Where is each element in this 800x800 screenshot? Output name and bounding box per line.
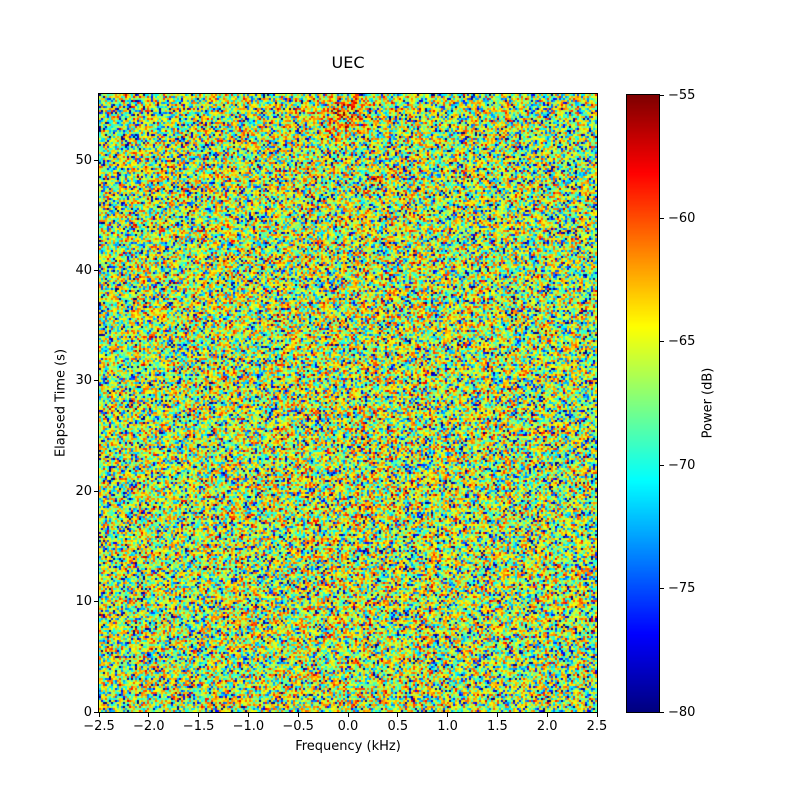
y-tick-mark: [94, 159, 98, 161]
y-tick-mark: [94, 380, 98, 382]
colorbar-tick-mark: [660, 217, 664, 219]
colorbar-canvas: [627, 95, 659, 712]
y-tick-mark: [94, 601, 98, 603]
x-tick-label: −1.5: [182, 719, 215, 734]
y-tick-label: 40: [75, 263, 92, 279]
colorbar-label: Power (dB): [700, 367, 716, 439]
colorbar: [626, 94, 660, 713]
x-tick-mark: [397, 713, 399, 717]
y-tick-mark: [94, 270, 98, 272]
x-tick-label: 1.5: [487, 719, 508, 734]
x-tick-mark: [447, 713, 449, 717]
x-tick-mark: [347, 713, 349, 717]
x-tick-mark: [198, 713, 200, 717]
colorbar-tick-mark: [660, 588, 664, 590]
x-tick-label: 1.0: [437, 719, 458, 734]
x-tick-mark: [546, 713, 548, 717]
x-tick-mark: [596, 713, 598, 717]
y-axis-label: Elapsed Time (s): [53, 348, 69, 458]
colorbar-tick-label: −70: [668, 457, 696, 473]
x-tick-mark: [98, 713, 100, 717]
x-tick-label: 2.0: [536, 719, 558, 734]
x-tick-label: 0.5: [387, 719, 409, 734]
y-tick-label: 20: [75, 483, 92, 499]
colorbar-tick-label: −55: [668, 87, 696, 103]
x-tick-mark: [247, 713, 249, 717]
y-tick-label: 30: [75, 373, 92, 389]
x-tick-label: −1.0: [232, 719, 265, 734]
colorbar-tick-mark: [660, 94, 664, 96]
y-tick-label: 50: [75, 152, 92, 168]
spectrogram-canvas: [99, 94, 597, 712]
y-tick-label: 0: [83, 704, 92, 720]
x-tick-label: 0.0: [337, 719, 359, 734]
colorbar-tick-mark: [660, 341, 664, 343]
spectrogram-plot-area: [98, 93, 598, 713]
x-tick-mark: [148, 713, 150, 717]
x-tick-mark: [297, 713, 299, 717]
colorbar-tick-label: −75: [668, 581, 696, 597]
colorbar-tick-mark: [660, 464, 664, 466]
x-tick-mark: [496, 713, 498, 717]
colorbar-tick-label: −80: [668, 704, 696, 720]
chart-title: UEC: [331, 53, 365, 72]
colorbar-tick-mark: [660, 711, 664, 713]
x-tick-label: −0.5: [282, 719, 314, 734]
x-tick-label: 2.5: [586, 719, 608, 734]
y-tick-mark: [94, 711, 98, 713]
x-tick-label: −2.0: [133, 719, 165, 734]
y-tick-label: 10: [75, 594, 92, 610]
colorbar-tick-label: −60: [668, 210, 696, 226]
x-axis-label: Frequency (kHz): [295, 739, 401, 754]
y-tick-mark: [94, 490, 98, 492]
x-tick-label: −2.5: [83, 719, 115, 734]
colorbar-tick-label: −65: [668, 334, 696, 350]
